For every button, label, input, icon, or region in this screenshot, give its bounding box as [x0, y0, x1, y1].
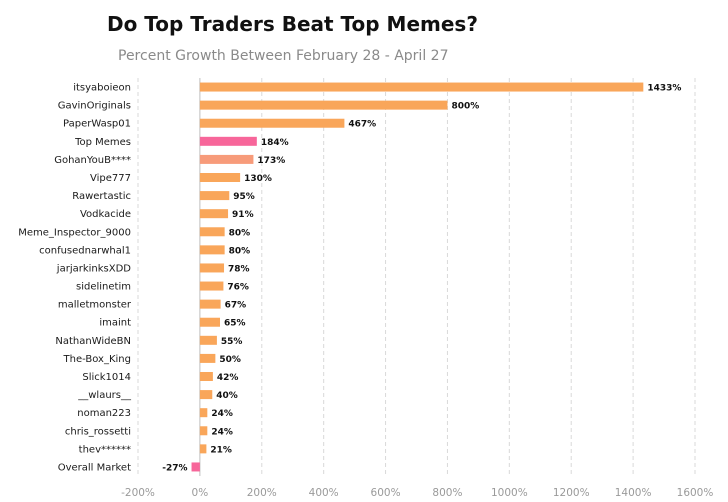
- value-label: 1433%: [647, 84, 681, 94]
- bar: [199, 154, 254, 164]
- value-label: 42%: [217, 373, 239, 383]
- value-label: 95%: [233, 192, 255, 202]
- bar: [199, 444, 207, 454]
- value-label: 76%: [227, 283, 249, 293]
- category-label: noman223: [77, 408, 131, 419]
- bar: [199, 426, 208, 436]
- bars: [191, 82, 644, 472]
- bar: [199, 82, 644, 92]
- bar: [199, 353, 216, 363]
- x-tick-label: 1000%: [491, 487, 528, 499]
- labels: -200% 0% 200% 400% 600% 800% 1000% 1200% 1400% 16…: [18, 83, 713, 499]
- category-label: jarjarkinksXDD: [56, 263, 131, 274]
- bar: [199, 227, 225, 237]
- category-label: chris_rossetti: [65, 426, 131, 437]
- grid-lines: [137, 78, 696, 476]
- x-tick-label: 0%: [192, 487, 209, 499]
- bar: [199, 335, 217, 345]
- bar: [199, 209, 229, 219]
- value-label: 65%: [224, 319, 246, 329]
- category-label: GavinOriginals: [58, 101, 131, 112]
- category-label: imaint: [99, 318, 131, 329]
- category-label: Slick1014: [82, 372, 131, 383]
- bar: [199, 299, 221, 309]
- category-label: NathanWideBN: [55, 336, 131, 347]
- value-label: 40%: [216, 391, 238, 401]
- x-tick-label: 200%: [247, 487, 277, 499]
- value-label: 24%: [211, 427, 233, 437]
- x-tick-label: 800%: [432, 487, 462, 499]
- bar: [199, 408, 208, 418]
- x-tick-label: 1400%: [615, 487, 652, 499]
- category-label: sidelinetim: [76, 282, 131, 293]
- value-label: 467%: [348, 120, 376, 130]
- x-tick-label: -200%: [121, 487, 155, 499]
- category-label: confusednarwhal1: [39, 245, 131, 256]
- category-label: Overall Market: [58, 462, 131, 473]
- value-label: 80%: [229, 246, 251, 256]
- x-tick-label: 1200%: [553, 487, 590, 499]
- x-tick-label: 1600%: [677, 487, 714, 499]
- category-label: Rawertastic: [72, 191, 131, 202]
- value-label: 130%: [244, 174, 272, 184]
- category-label: itsyaboieon: [73, 83, 131, 94]
- bar: [199, 263, 225, 273]
- category-label: thev******: [79, 444, 131, 455]
- category-label: Vipe777: [90, 173, 131, 184]
- value-label: 24%: [211, 409, 233, 419]
- bar: [199, 372, 213, 381]
- category-label: Meme_Inspector_9000: [18, 227, 131, 238]
- bar: [199, 245, 225, 255]
- category-label: malletmonster: [58, 300, 132, 311]
- value-label: 78%: [228, 264, 250, 274]
- chart-subtitle: Percent Growth Between February 28 - Apr…: [118, 48, 449, 64]
- value-label: -27%: [162, 463, 187, 473]
- value-label: 67%: [225, 301, 247, 311]
- category-label: Vodkacide: [80, 209, 131, 220]
- bar: [199, 118, 345, 128]
- bar: [199, 390, 213, 400]
- category-label: Top Memes: [74, 137, 131, 148]
- category-label: __wlaurs__: [77, 390, 132, 401]
- category-label: GohanYouB****: [54, 155, 131, 166]
- x-tick-label: 600%: [371, 487, 401, 499]
- bar: [199, 281, 224, 291]
- category-label: PaperWasp01: [63, 119, 131, 130]
- value-label: 50%: [219, 355, 241, 365]
- category-label: The-Box_King: [63, 354, 131, 365]
- chart-title: Do Top Traders Beat Top Memes?: [107, 12, 478, 36]
- x-tick-label: 400%: [309, 487, 339, 499]
- value-label: 91%: [232, 210, 254, 220]
- bar: [199, 191, 230, 201]
- bar: [199, 173, 241, 182]
- value-label: 21%: [210, 445, 232, 455]
- bar: [199, 100, 448, 110]
- bar: [191, 462, 200, 472]
- value-label: 173%: [257, 156, 285, 166]
- bar: [199, 317, 221, 327]
- value-label: 184%: [261, 138, 289, 148]
- value-label: 80%: [229, 228, 251, 238]
- bar: [199, 136, 257, 146]
- value-label: 55%: [221, 337, 243, 347]
- value-label: 800%: [451, 102, 479, 112]
